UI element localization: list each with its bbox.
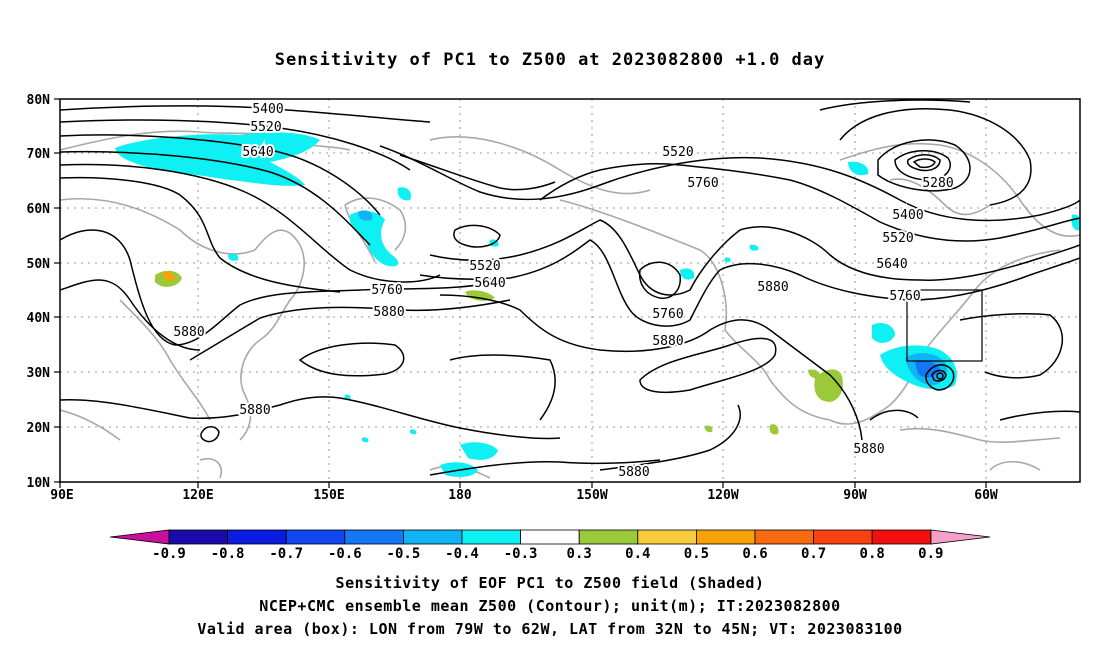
colorbar [109,529,991,545]
colorbar-cell [344,529,404,545]
tick-marks [54,98,987,488]
caption-line-3: Valid area (box): LON from 79W to 62W, L… [197,620,903,638]
lon-tick-label: 90E [50,488,73,503]
colorbar-label: 0.9 [918,546,943,562]
z500-contours [60,99,1080,476]
contour-label: 5880 [618,465,649,480]
valid-area-box [906,289,983,362]
contour-label: 5640 [242,145,273,160]
colorbar-label: -0.6 [328,546,362,562]
contour-label: 5640 [876,257,907,272]
contour-label: 5520 [250,120,281,135]
colorbar-cell [285,529,346,545]
lon-tick-label: 60W [974,488,998,503]
map-title: Sensitivity of PC1 to Z500 at 2023082800… [274,50,826,70]
lon-tick-label: 150E [313,488,344,503]
contour-label: 5520 [662,145,693,160]
colorbar-min-triangle [109,529,170,545]
colorbar-cell [520,529,580,545]
lat-tick-label: 40N [27,311,51,326]
lat-tick-label: 80N [27,93,51,108]
contour-label: 5400 [252,102,283,117]
colorbar-cell [227,529,287,545]
lon-tick-label: 90W [843,488,867,503]
caption-line-2: NCEP+CMC ensemble mean Z500 (Contour); u… [259,597,841,615]
colorbar-label: 0.4 [625,546,650,562]
lon-tick-label: 150W [576,488,607,503]
colorbar-label: 0.6 [742,546,767,562]
colorbar-label: 0.3 [567,546,592,562]
colorbar-label: -0.9 [152,546,186,562]
colorbar-cell [754,529,814,545]
colorbar-label: -0.4 [445,546,479,562]
colorbar-cell [871,529,932,545]
lon-tick-label: 120E [182,488,213,503]
lon-tick-label: 180 [448,488,472,503]
colorbar-label: -0.8 [211,546,245,562]
contour-label: 5640 [474,276,505,291]
contour-label: 5760 [371,283,402,298]
colorbar-cell [813,529,873,545]
colorbar-cell [168,529,228,545]
lat-tick-label: 70N [27,147,51,162]
plot-frame [59,98,1081,483]
colorbar-label: 0.7 [801,546,826,562]
contour-label: 5520 [469,259,500,274]
contour-label: 5520 [882,231,913,246]
lat-tick-label: 30N [27,366,51,381]
lat-tick-label: 60N [27,202,51,217]
colorbar-label: 0.5 [684,546,709,562]
colorbar-cell [696,529,756,545]
lon-tick-label: 120W [707,488,738,503]
contour-label: 5880 [173,325,204,340]
lat-tick-label: 10N [27,476,51,491]
contour-label: 5880 [239,403,270,418]
colorbar-label: -0.7 [269,546,303,562]
contour-label: 5760 [652,307,683,322]
colorbar-label: 0.8 [860,546,885,562]
contour-label: 5880 [652,334,683,349]
contour-label: 5880 [853,442,884,457]
caption-line-1: Sensitivity of EOF PC1 to Z500 field (Sh… [335,574,765,592]
contour-label-group: 5400 5520 5640 5520 5760 5280 5400 5520 … [171,100,955,482]
contour-label: 5280 [922,176,953,191]
colorbar-cell [461,529,521,545]
contour-label: 5760 [687,176,718,191]
colorbar-label: -0.3 [504,546,538,562]
contour-label: 5880 [757,280,788,295]
colorbar-label: -0.5 [387,546,421,562]
lat-tick-label: 50N [27,257,51,272]
contour-label: 5760 [889,289,920,304]
colorbar-cell [578,529,639,545]
lat-tick-label: 20N [27,421,51,436]
colorbar-labels: -0.9 -0.8 -0.7 -0.6 -0.5 -0.4 -0.3 0.3 0.4 0.5 0.6… [152,546,943,562]
colorbar-cells [168,529,932,545]
colorbar-max-triangle [930,529,991,545]
colorbar-cell [637,529,697,545]
contour-label: 5400 [892,208,923,223]
colorbar-cell [402,529,463,545]
contour-label: 5880 [373,305,404,320]
